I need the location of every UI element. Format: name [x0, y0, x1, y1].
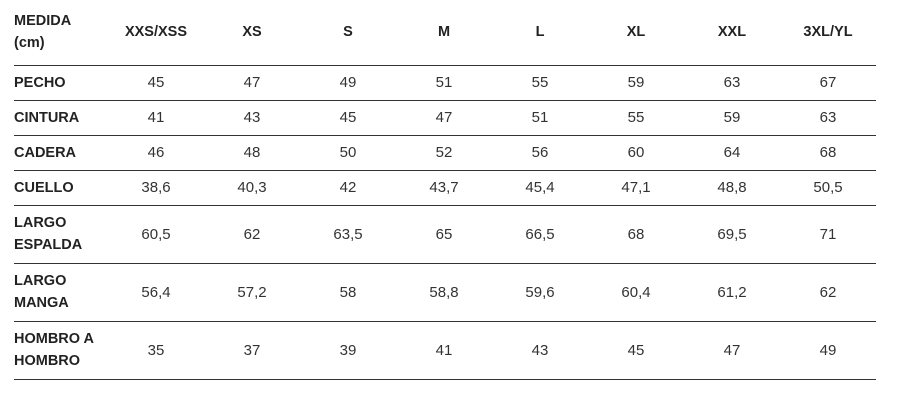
measure-value: 45 [147, 74, 165, 91]
measure-value: 55 [627, 109, 645, 126]
size-header: XXS/XSS [124, 24, 188, 41]
row-label: PECHO [14, 65, 108, 100]
measure-value: 51 [531, 109, 549, 126]
measure-value: 71 [819, 225, 837, 243]
measure-value: 43 [531, 341, 549, 359]
measure-value: 49 [339, 74, 357, 91]
measure-value: 59 [627, 74, 645, 91]
size-header: XL [626, 24, 646, 41]
row-label: HOMBRO A HOMBRO [14, 321, 108, 379]
measure-row: LARGO MANGA 56,4 57,2 58 58,8 59,6 60,4 61,2 62 [14, 263, 876, 321]
row-label-text: PECHO [14, 74, 66, 91]
measure-value: 35 [147, 341, 165, 359]
measure-value: 62 [243, 225, 261, 243]
measure-value: 59,6 [525, 283, 555, 301]
size-table: MEDIDA (cm) XXS/XSS XS S M L XL XXL 3XL/YL PECHO 4… [14, 0, 876, 380]
row-label: CADERA [14, 135, 108, 170]
measure-value: 60,5 [141, 225, 171, 243]
measure-value: 59 [723, 109, 741, 126]
row-label: LARGO ESPALDA [14, 205, 108, 263]
measure-value: 66,5 [525, 225, 555, 243]
measure-value: 61,2 [717, 283, 747, 301]
size-header: M [437, 24, 451, 41]
row-label-text: CINTURA [14, 109, 80, 126]
measure-value: 43,7 [429, 179, 459, 196]
measure-value: 52 [435, 144, 453, 161]
header-label: MEDIDA (cm) [14, 0, 108, 65]
measure-value: 41 [147, 109, 165, 126]
measure-value: 40,3 [237, 179, 267, 196]
measure-value: 64 [723, 144, 741, 161]
size-header: S [343, 24, 353, 41]
measure-value: 50,5 [813, 179, 843, 196]
row-label: CUELLO [14, 170, 108, 205]
row-label-text: CUELLO [14, 179, 74, 196]
measure-value: 58 [339, 283, 357, 301]
measure-value: 63 [723, 74, 741, 91]
measure-row: HOMBRO A HOMBRO 35 37 39 41 43 45 47 49 [14, 321, 876, 379]
measure-value: 63 [819, 109, 837, 126]
measure-value: 42 [339, 179, 357, 196]
size-header: 3XL/YL [803, 24, 853, 41]
measure-value: 47,1 [621, 179, 651, 196]
measure-value: 62 [819, 283, 837, 301]
measure-value: 56,4 [141, 283, 171, 301]
measure-value: 69,5 [717, 225, 747, 243]
measure-value: 46 [147, 144, 165, 161]
row-label-text: LARGO MANGA [14, 273, 69, 311]
header-row: MEDIDA (cm) XXS/XSS XS S M L XL XXL 3XL/YL [14, 0, 876, 65]
measure-value: 48 [243, 144, 261, 161]
measure-value: 68 [819, 144, 837, 161]
measure-value: 56 [531, 144, 549, 161]
measure-value: 63,5 [333, 225, 363, 243]
measure-value: 60 [627, 144, 645, 161]
row-label-text: CADERA [14, 144, 77, 161]
header-label-text: MEDIDA (cm) [14, 13, 71, 52]
row-label-text: LARGO ESPALDA [14, 215, 83, 253]
measure-value: 68 [627, 225, 645, 243]
measure-row: PECHO 45 47 49 51 55 59 63 67 [14, 65, 876, 100]
measure-value: 41 [435, 341, 453, 359]
row-label: CINTURA [14, 100, 108, 135]
measure-row: CADERA 46 48 50 52 56 60 64 68 [14, 135, 876, 170]
measure-value: 39 [339, 341, 357, 359]
measure-value: 47 [435, 109, 453, 126]
measure-value: 49 [819, 341, 837, 359]
row-label-text: HOMBRO A HOMBRO [14, 331, 94, 369]
measure-value: 37 [243, 341, 261, 359]
measure-value: 45 [627, 341, 645, 359]
measure-value: 47 [723, 341, 741, 359]
measure-value: 45 [339, 109, 357, 126]
measure-value: 38,6 [141, 179, 171, 196]
measure-value: 47 [243, 74, 261, 91]
measure-row: CUELLO 38,6 40,3 42 43,7 45,4 47,1 48,8 50,5 [14, 170, 876, 205]
measure-value: 55 [531, 74, 549, 91]
measure-value: 60,4 [621, 283, 651, 301]
measure-value: 50 [339, 144, 357, 161]
row-label: LARGO MANGA [14, 263, 108, 321]
measure-row: CINTURA 41 43 45 47 51 55 59 63 [14, 100, 876, 135]
measure-value: 57,2 [237, 283, 267, 301]
measure-value: 45,4 [525, 179, 555, 196]
measure-value: 65 [435, 225, 453, 243]
size-header: L [535, 24, 545, 41]
measure-value: 48,8 [717, 179, 747, 196]
size-header: XS [242, 24, 262, 41]
measure-value: 58,8 [429, 283, 459, 301]
size-header: XXL [717, 24, 747, 41]
measure-value: 43 [243, 109, 261, 126]
measure-value: 51 [435, 74, 453, 91]
measure-row: LARGO ESPALDA 60,5 62 63,5 65 66,5 68 69,5 71 [14, 205, 876, 263]
measure-value: 67 [819, 74, 837, 91]
